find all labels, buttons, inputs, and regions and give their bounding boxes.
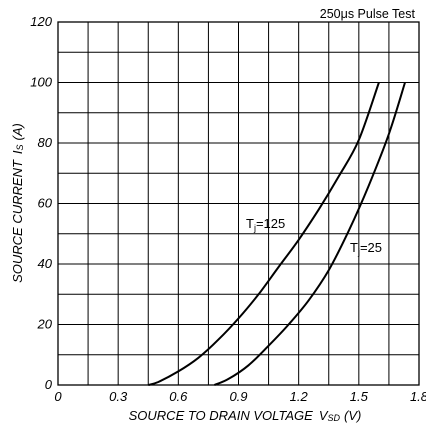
y-tick-label: 80 (38, 135, 53, 150)
plot-frame (57, 21, 420, 386)
y-tick-label: 120 (30, 14, 52, 29)
y-tick-labels: 0 20 40 60 80 100 120 (30, 14, 52, 392)
grid-lines (58, 22, 419, 385)
x-tick-label: 0 (54, 389, 62, 404)
series-label-tj125: Tj=125 (246, 216, 285, 233)
x-tick-label: 1.8 (410, 389, 426, 404)
series-line-tj125 (148, 82, 380, 386)
y-tick-label: 100 (30, 75, 52, 90)
series-label-tj25: Tj=25 (350, 240, 382, 257)
x-axis-label: SOURCE TO DRAIN VOLTAGE VSD (V) (129, 408, 362, 423)
y-tick-label: 0 (45, 377, 53, 392)
x-tick-label: 0.6 (169, 389, 188, 404)
pulse-test-note: 250μs Pulse Test (320, 7, 416, 21)
y-tick-label: 40 (38, 256, 53, 271)
y-axis-label: SOURCE CURRENTIS(A) (10, 123, 25, 283)
x-tick-label: 0.9 (229, 389, 247, 404)
y-tick-label: 60 (38, 196, 53, 211)
x-tick-label: 1.5 (350, 389, 369, 404)
x-tick-labels: 0 0.3 0.6 0.9 1.2 1.5 1.8 (54, 389, 426, 404)
y-tick-label: 20 (37, 317, 53, 332)
x-tick-label: 1.2 (290, 389, 309, 404)
series-curves (148, 82, 406, 386)
x-tick-label: 0.3 (109, 389, 128, 404)
series-line-tj25 (214, 82, 406, 386)
